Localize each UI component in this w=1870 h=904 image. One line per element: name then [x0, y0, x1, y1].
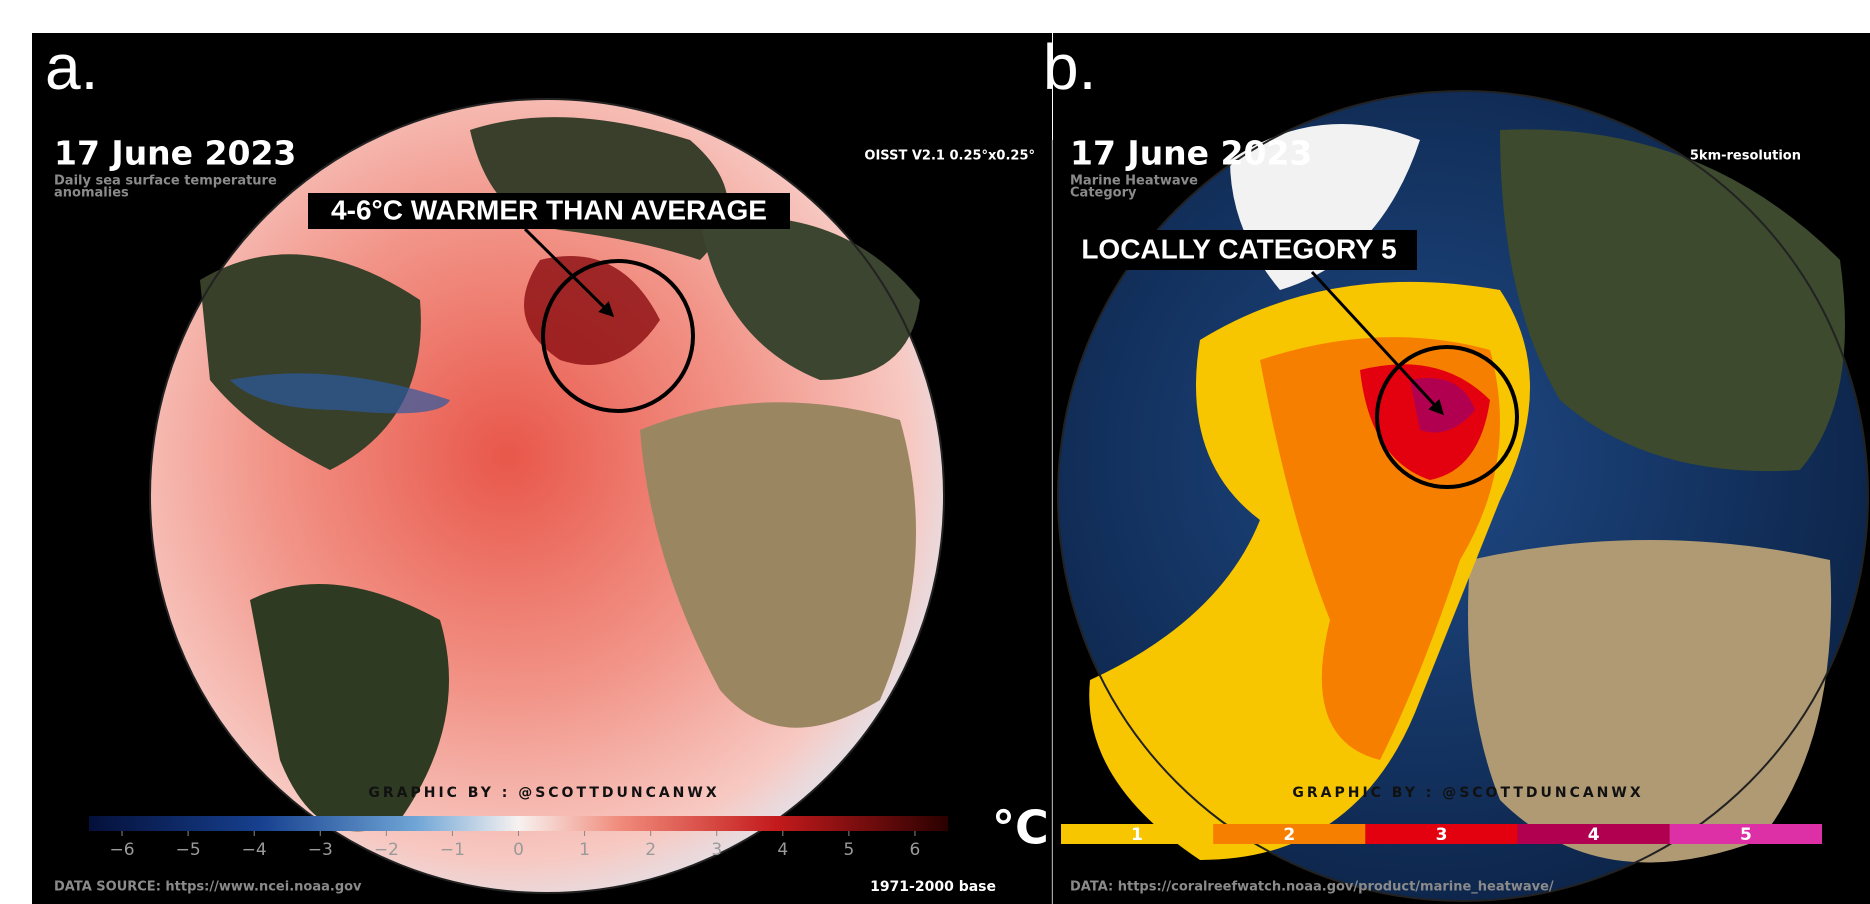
colorbar-tick-label: 5 [843, 840, 854, 860]
subtitle: anomalies [54, 186, 129, 201]
category-label: 1 [1131, 825, 1143, 845]
category-swatch [1517, 824, 1670, 844]
subtitle: Category [1070, 186, 1137, 201]
source: DATA: https://coralreefwatch.noaa.gov/pr… [1070, 880, 1554, 895]
category-swatch [1061, 824, 1214, 844]
dataset: 5km-resolution [1690, 149, 1801, 164]
colorbar-tick-label: 3 [711, 840, 722, 860]
subtitle: Marine Heatwave [1070, 174, 1198, 189]
colorbar [89, 816, 948, 831]
colorbar-tick-label: −2 [374, 840, 399, 860]
panel-label: b. [1043, 31, 1096, 103]
category-label: 4 [1588, 825, 1600, 845]
colorbar-tick-label: 0 [513, 840, 524, 860]
colorbar-tick-label: −4 [242, 840, 267, 860]
panel-label: a. [45, 31, 98, 103]
colorbar-tick-label: −6 [110, 840, 135, 860]
source: DATA SOURCE: https://www.ncei.noaa.gov [54, 880, 362, 895]
colorbar-tick-label: −5 [176, 840, 201, 860]
annotation-circle [541, 259, 695, 413]
annotation-arrow [523, 227, 615, 318]
subtitle: Daily sea surface temperature [54, 174, 277, 189]
colorbar-unit: °C [992, 801, 1049, 855]
colorbar-tick-label: 2 [645, 840, 656, 860]
category-label: 2 [1283, 825, 1295, 845]
annotation-box [1061, 230, 1417, 270]
category-swatch [1669, 824, 1822, 844]
colorbar-tick-label: −1 [440, 840, 465, 860]
category-swatch [1365, 824, 1518, 844]
colorbar-tick-label: 1 [579, 840, 590, 860]
credit: GRAPHIC BY : @SCOTTDUNCANWX [1292, 785, 1643, 801]
annotation: LOCALLY CATEGORY 5 [1081, 233, 1396, 264]
annotation-circle [1375, 345, 1519, 489]
globe-b [1057, 90, 1869, 902]
baseline: 1971-2000 base [870, 879, 996, 895]
colorbar-tick-label: 4 [777, 840, 788, 860]
globe-a [149, 98, 945, 894]
date: 17 June 2023 [1070, 134, 1312, 173]
category-swatch [1213, 824, 1366, 844]
annotation-arrow [1310, 270, 1445, 416]
category-label: 3 [1436, 825, 1448, 845]
annotation: 4-6°C WARMER THAN AVERAGE [331, 194, 767, 225]
date: 17 June 2023 [54, 134, 296, 173]
credit: GRAPHIC BY : @SCOTTDUNCANWX [368, 785, 719, 801]
colorbar-tick-label: −3 [308, 840, 333, 860]
colorbar-tick-label: 6 [910, 840, 921, 860]
dataset: OISST V2.1 0.25°x0.25° [864, 149, 1035, 164]
annotation-box [308, 193, 790, 229]
category-label: 5 [1740, 825, 1752, 845]
